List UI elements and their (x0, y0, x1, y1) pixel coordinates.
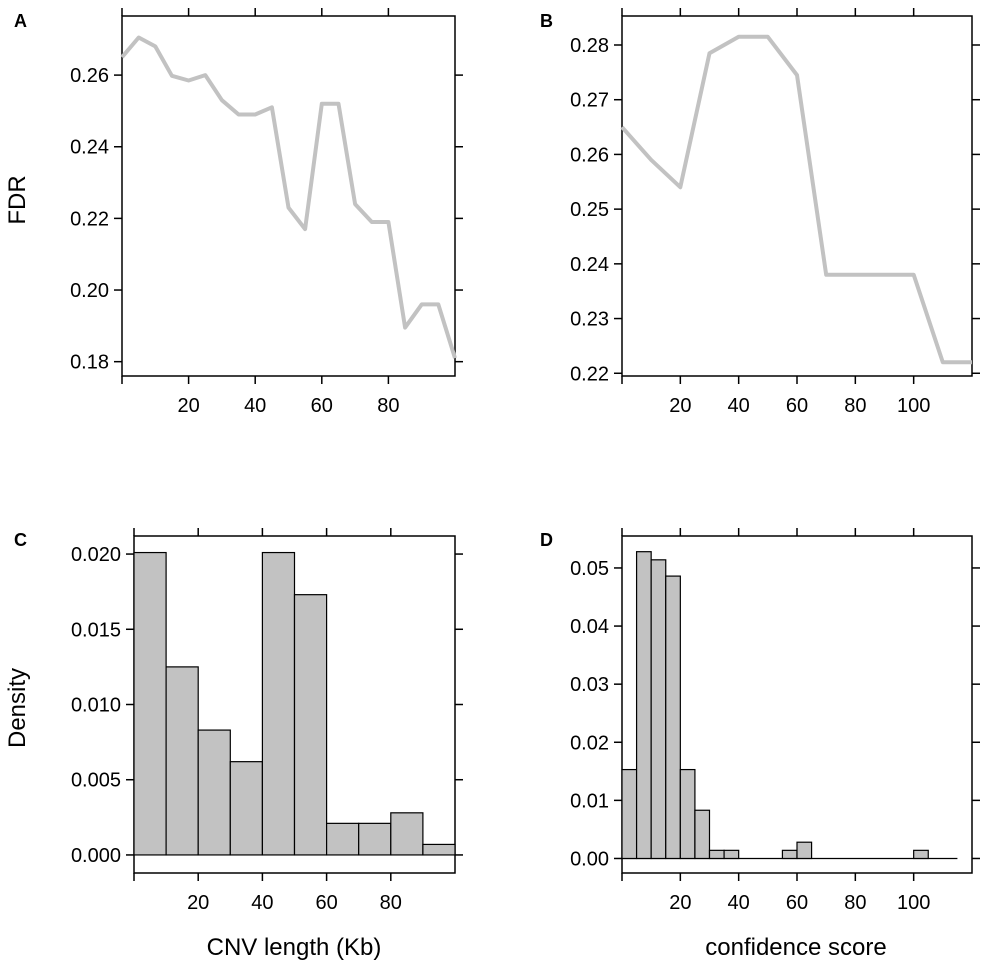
x-tick-label-a: 40 (244, 395, 266, 417)
y-tick-label-d: 0.02 (570, 732, 609, 754)
x-tick-label-b: 80 (844, 395, 866, 417)
y-tick-label-d: 0.05 (570, 558, 609, 580)
histogram-bar-c (422, 843, 456, 856)
y-tick-label-b: 0.24 (570, 254, 609, 276)
histogram-bar-d (665, 575, 681, 860)
x-tick-label-d: 40 (728, 892, 750, 914)
panel-label-a: A (14, 11, 27, 31)
y-tick-label-c: 0.015 (71, 619, 121, 641)
histogram-bar-c (293, 594, 328, 856)
histogram-bar-c (390, 812, 424, 856)
panel-label-d: D (540, 530, 553, 550)
y-tick-label-d: 0.00 (570, 848, 609, 870)
y-tick-label-c: 0.010 (71, 695, 121, 717)
panel-label-c: C (14, 530, 27, 550)
histogram-bar-d (621, 768, 638, 860)
y-tick-label-a: 0.22 (70, 208, 109, 230)
y-tick-label-d: 0.01 (570, 790, 609, 812)
x-tick-label-b: 100 (897, 395, 930, 417)
y-tick-label-a: 0.18 (70, 352, 109, 374)
panel-b: 20 40 60 80 100 0.22 0.23 0.24 0.25 0.26 0.27 0.28 (570, 8, 980, 417)
histogram-bar-d (679, 768, 696, 860)
x-tick-label-c: 80 (380, 892, 402, 914)
histogram-bar-d (913, 849, 929, 860)
panel-label-b: B (540, 11, 553, 31)
histogram-bar-c (229, 761, 264, 856)
x-tick-label-c: 60 (315, 892, 337, 914)
y-tick-label-c: 0.020 (71, 544, 121, 566)
y-tick-label-d: 0.04 (570, 616, 609, 638)
series-line-a (120, 35, 457, 359)
histogram-bar-c (197, 729, 231, 856)
y-tick-label-c: 0.005 (71, 770, 121, 792)
x-tick-label-a: 20 (177, 395, 199, 417)
histogram-bar-c (165, 666, 199, 856)
y-tick-label-a: 0.26 (70, 65, 109, 87)
plot-frame-b (621, 15, 973, 377)
panel-a: 20 40 60 80 0.18 0.20 0.22 0.24 0.26 (70, 8, 463, 417)
x-tick-label-a: 80 (377, 395, 399, 417)
histogram-bar-c (261, 551, 296, 856)
y-tick-label-a: 0.24 (70, 137, 109, 159)
histogram-bar-d (796, 841, 813, 860)
x-tick-label-d: 60 (786, 892, 808, 914)
y-tick-label-b: 0.26 (570, 144, 609, 166)
x-tick-label-b: 60 (786, 395, 808, 417)
plot-frame-a (121, 15, 456, 377)
series-line-b (620, 34, 972, 365)
x-axis-title-cnv-length: CNV length (Kb) (207, 934, 382, 961)
x-tick-label-d: 80 (844, 892, 866, 914)
histogram-bar-d (723, 849, 740, 860)
y-tick-label-b: 0.27 (570, 90, 609, 112)
y-tick-label-b: 0.25 (570, 199, 609, 221)
x-tick-label-c: 40 (251, 892, 273, 914)
histogram-bar-c (133, 551, 167, 856)
histogram-bar-d (635, 551, 652, 860)
x-tick-label-c: 20 (187, 892, 209, 914)
x-tick-label-d: 20 (669, 892, 691, 914)
y-tick-label-d: 0.03 (570, 674, 609, 696)
histogram-bar-c (326, 822, 360, 856)
x-tick-label-b: 20 (669, 395, 691, 417)
y-axis-title-fdr: FDR (4, 175, 31, 224)
histogram-bar-d (694, 809, 711, 860)
y-axis-title-density: Density (4, 668, 31, 748)
y-tick-label-b: 0.28 (570, 35, 609, 57)
panel-d: 20 40 60 80 100 0.00 0.01 0.02 0.03 0.04 0.05 (570, 528, 980, 914)
histogram-bar-d (781, 849, 798, 860)
x-tick-label-a: 60 (311, 395, 333, 417)
y-tick-label-b: 0.23 (570, 309, 609, 331)
y-tick-label-c: 0.000 (71, 845, 121, 867)
y-tick-label-a: 0.20 (70, 280, 109, 302)
x-axis-title-confidence-score: confidence score (705, 934, 886, 961)
y-tick-label-b: 0.22 (570, 363, 609, 385)
panel-c: 20 40 60 80 0.000 0.005 0.010 0.015 0.020 (71, 528, 463, 914)
x-tick-label-d: 100 (897, 892, 930, 914)
histogram-bar-c (358, 822, 392, 856)
x-tick-label-b: 40 (728, 395, 750, 417)
histogram-bar-d (650, 559, 667, 860)
histogram-bar-d (708, 849, 725, 860)
